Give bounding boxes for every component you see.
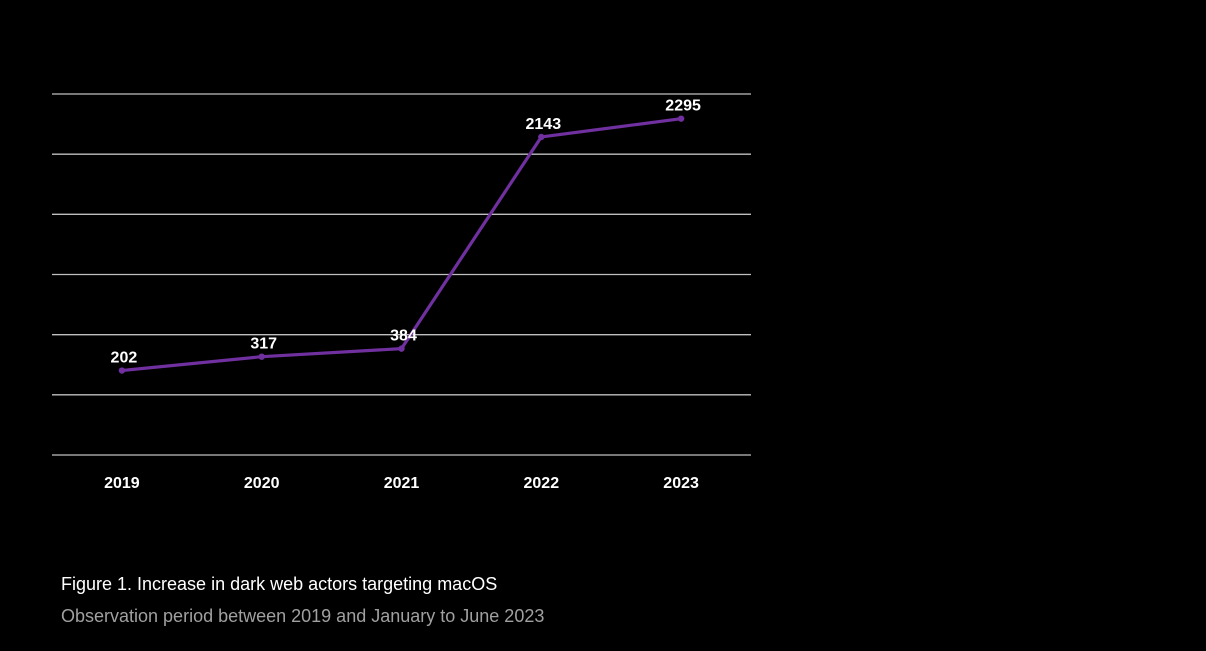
x-axis-tick-labels: 2019 2020 2021 2022 2023 <box>104 475 699 492</box>
data-point <box>538 133 545 141</box>
data-point <box>258 353 265 360</box>
data-label: 202 <box>111 350 138 367</box>
data-label: 2295 <box>665 98 701 115</box>
figure-caption-title: Figure 1. Increase in dark web actors ta… <box>61 574 498 594</box>
x-tick-label: 2019 <box>104 475 140 492</box>
line-chart: 202 317 384 2143 2295 2019 2020 2021 2022 2023 <box>52 93 751 492</box>
x-tick-label: 2020 <box>244 475 280 492</box>
x-tick-label: 2022 <box>524 475 560 492</box>
data-label: 2143 <box>526 116 562 133</box>
data-label: 317 <box>250 336 277 353</box>
x-tick-label: 2023 <box>663 475 699 492</box>
data-points <box>118 115 685 374</box>
figure-caption-subtitle: Observation period between 2019 and Janu… <box>61 606 545 626</box>
data-point <box>677 115 685 122</box>
grid-lines <box>52 93 751 456</box>
data-labels: 202 317 384 2143 2295 <box>111 98 701 367</box>
data-point <box>118 367 126 374</box>
data-point <box>398 345 405 352</box>
x-tick-label: 2021 <box>384 475 420 492</box>
data-label: 384 <box>390 328 417 345</box>
